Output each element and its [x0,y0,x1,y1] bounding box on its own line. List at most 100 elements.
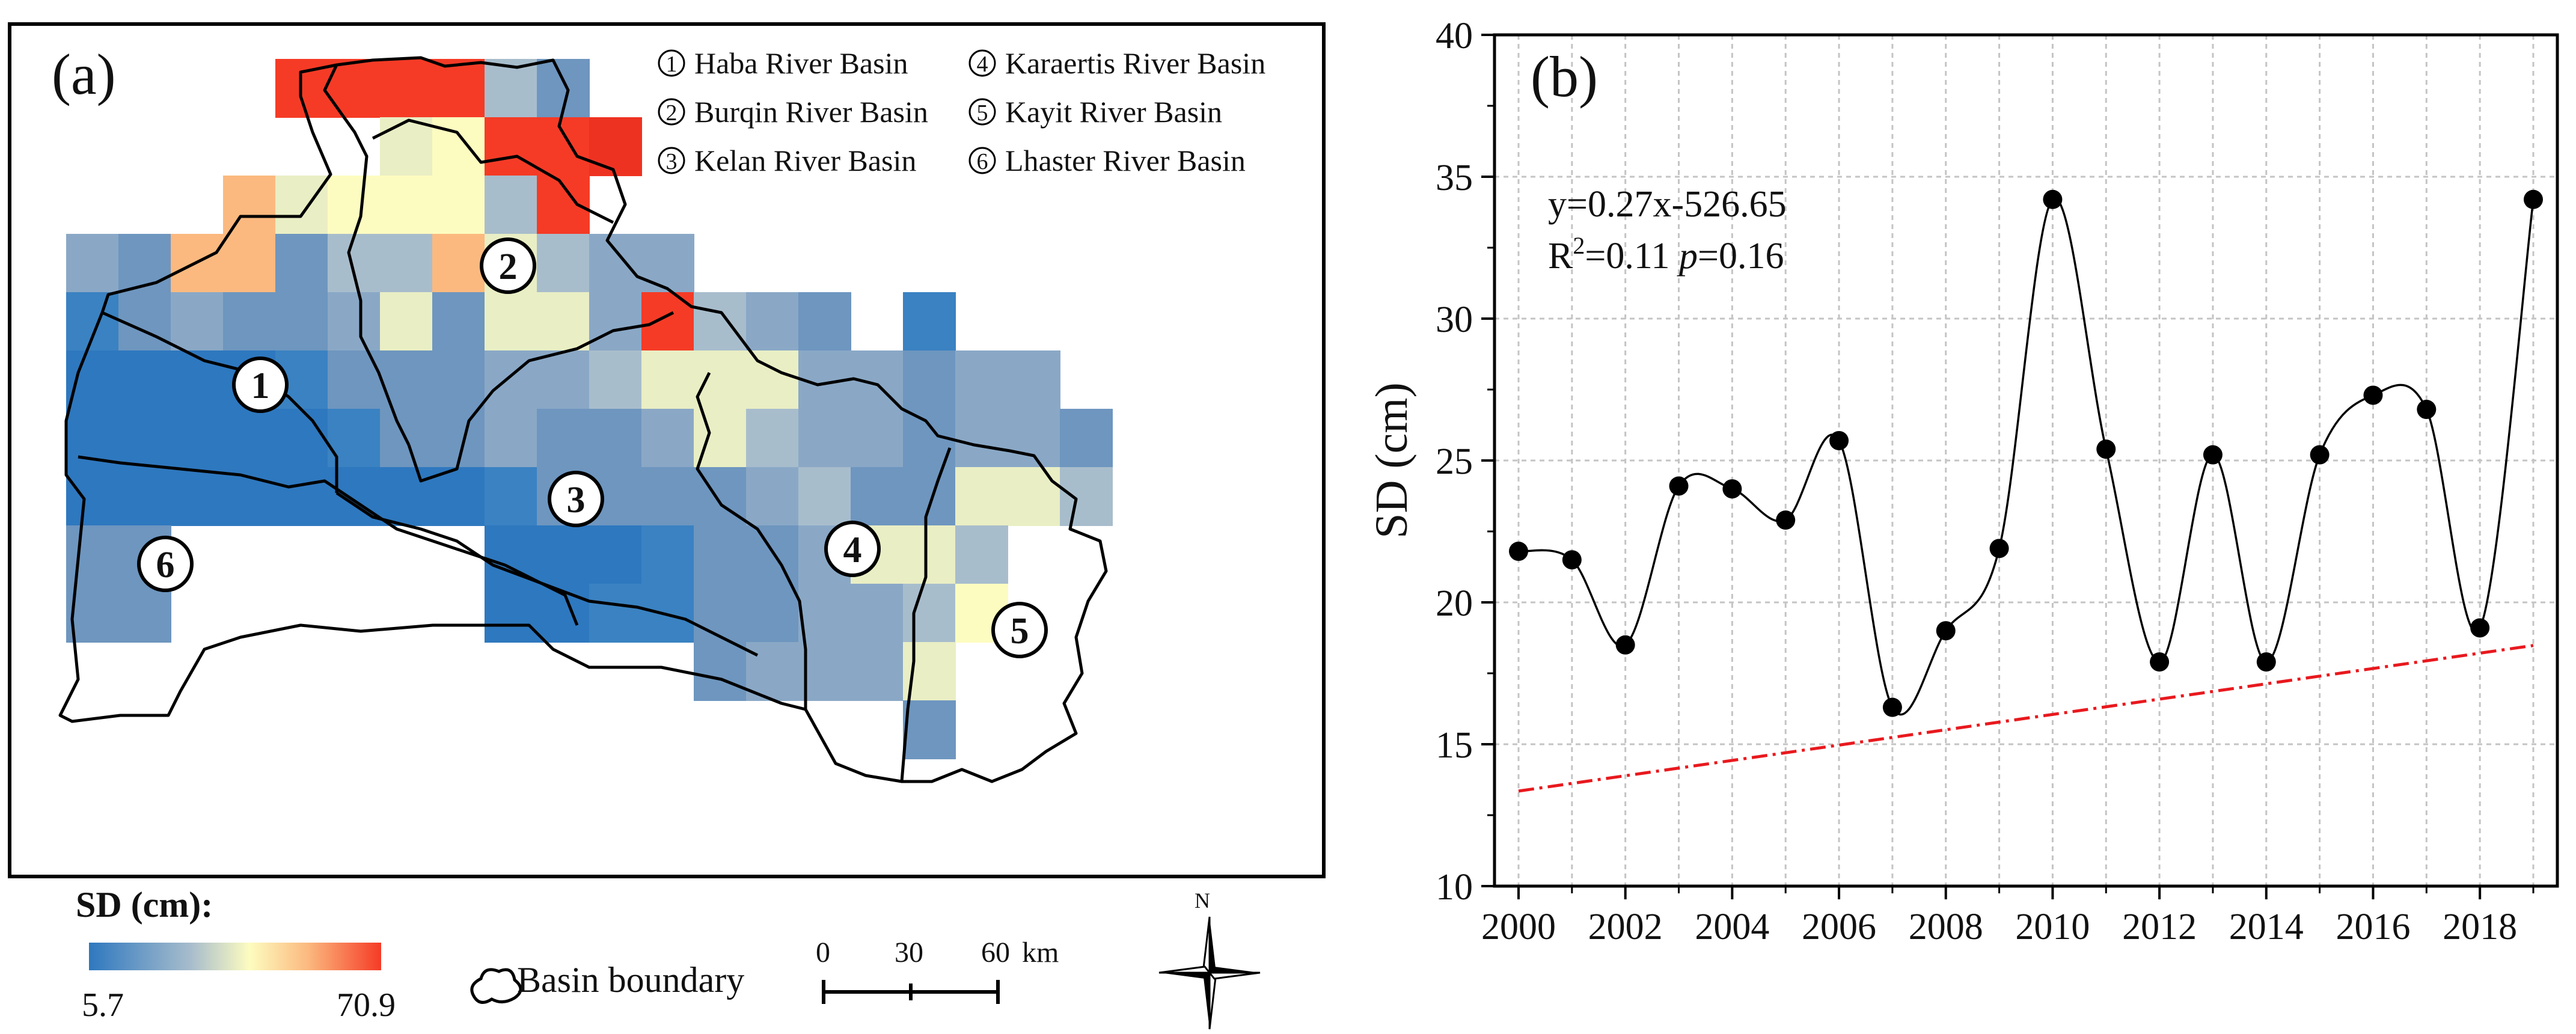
basin-marker-5: 5 [991,602,1048,658]
grid-cell [171,292,224,351]
colorbar-title: SD (cm): [76,885,213,925]
grid-cell [641,234,694,293]
data-point-2006 [1829,430,1849,450]
snow-depth-grid [66,59,1113,759]
y-tick-label: 40 [1436,16,1473,57]
grid-cell [328,176,381,234]
grid-cell [485,292,537,351]
basin-boundaries [58,56,1108,783]
data-point-2016 [2363,385,2383,405]
north-label: N [1195,889,1210,913]
grid-cell [903,292,956,351]
grid-cell [694,525,747,584]
grid-cell [380,234,433,293]
svg-text:3: 3 [567,480,586,521]
svg-text:5: 5 [977,100,988,126]
data-point-2009 [1989,539,2009,558]
x-tick-label: 2010 [2015,907,2090,947]
grid-cell [380,59,433,118]
svg-text:6: 6 [156,545,175,586]
data-point-2000 [1509,542,1528,561]
grid-cell [275,467,328,526]
grid-cell [589,117,642,176]
grid-cell [641,467,694,526]
grid-cell [1008,467,1060,526]
x-tick-label: 2002 [1588,907,1663,947]
panel-b: 10 15 20 25 30 35 40 2000 2002 2004 2006 2008 2010 20… [1366,16,2559,947]
chart-grid [1495,35,2557,886]
grid-cell [66,467,119,526]
grid-cell [432,467,485,526]
grid-cell [955,409,1008,468]
panel-b-label: (b) [1531,44,1598,109]
grid-cell [485,176,537,234]
svg-text:Haba River Basin: Haba River Basin [694,46,908,80]
basin-boundary-haba-burqin [323,64,411,446]
basin-marker-2: 2 [480,237,536,294]
x-tick-label: 2008 [1909,907,1983,947]
basin-boundary-kelan-karaertis [696,372,807,709]
y-tick-label: 15 [1436,725,1473,766]
data-point-2008 [1936,621,1956,641]
grid-cell [694,584,747,643]
grid-cell [589,584,642,643]
data-point-2012 [2150,652,2170,672]
grid-cell [903,350,956,409]
grid-cell [223,176,276,234]
data-point-2019 [2524,189,2543,209]
grid-cell [798,584,851,643]
basin-boundary-kelan-south [335,491,759,657]
basin-legend-item-2: 2 Burqin River Basin [658,95,928,129]
svg-text:3: 3 [666,149,678,174]
grid-cell [432,350,485,409]
grid-cell [380,117,433,176]
scale-bar: 0 30 60 km [816,937,1059,1004]
data-point-2002 [1615,635,1635,655]
boundary-legend-icon [470,968,522,1004]
grid-cell [223,234,276,293]
grid-cell [118,409,171,468]
svg-text:5: 5 [1011,611,1029,652]
basin-markers: 1 2 3 4 5 6 [137,237,1048,658]
grid-cell [432,176,485,234]
grid-cell [746,409,799,468]
grid-cell [275,292,328,351]
grid-cell [275,176,328,234]
grid-cell [641,525,694,584]
grid-cell [641,350,694,409]
grid-cell [485,117,537,176]
grid-cell [223,292,276,351]
svg-text:Karaertis River Basin: Karaertis River Basin [1005,46,1265,80]
grid-cell [118,292,171,351]
grid-cell [380,467,433,526]
north-arrow-icon: N [1158,889,1261,1030]
basin-legend-item-4: 4 Karaertis River Basin [968,46,1265,80]
grid-cell [746,292,799,351]
grid-cell [903,467,956,526]
grid-cell [171,467,224,526]
colorbar-max: 70.9 [337,987,396,1024]
grid-cell [746,584,799,643]
grid-cell [432,292,485,351]
grid-cell [66,350,119,409]
colorbar [89,943,381,970]
basin-legend-item-3: 3 Kelan River Basin [658,144,916,177]
basin-legend-item-6: 6 Lhaster River Basin [968,144,1246,177]
grid-cell [851,409,904,468]
svg-text:4: 4 [843,530,862,571]
grid-cell [537,234,590,293]
y-tick-label: 20 [1436,583,1473,624]
grid-cell [746,350,799,409]
grid-cell [1060,409,1113,468]
panel-a-label: (a) [52,42,116,106]
grid-cell [275,409,328,468]
grid-cell [537,409,590,468]
data-point-2017 [2417,400,2437,420]
grid-cell [118,467,171,526]
svg-text:2: 2 [499,246,518,287]
basin-boundary-burqin-kelan [407,311,675,483]
grid-cell [746,467,799,526]
x-tick-label: 2000 [1481,907,1556,947]
grid-cell [851,642,904,701]
